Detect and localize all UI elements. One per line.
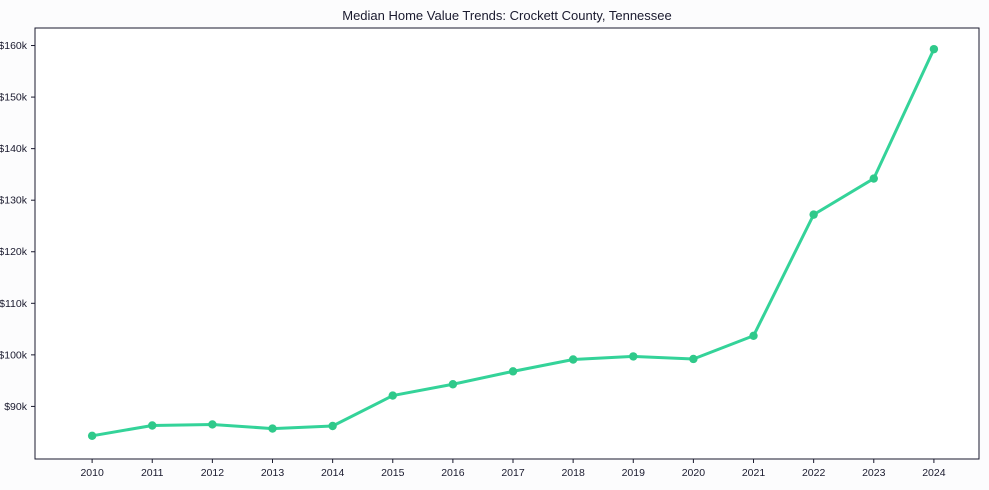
y-tick-label: $110k bbox=[0, 298, 28, 310]
x-tick-label: 2018 bbox=[561, 467, 585, 479]
y-tick-label: $160k bbox=[0, 40, 28, 52]
data-point-marker bbox=[388, 391, 397, 400]
data-point-marker bbox=[629, 352, 638, 361]
x-tick-label: 2015 bbox=[381, 467, 405, 479]
chart-title: Median Home Value Trends: Crockett Count… bbox=[342, 8, 672, 23]
data-series bbox=[87, 44, 939, 441]
x-tick-label: 2021 bbox=[742, 467, 766, 479]
y-tick-label: $100k bbox=[0, 349, 28, 361]
data-point-marker bbox=[689, 354, 698, 364]
x-tick-label: 2019 bbox=[622, 467, 646, 479]
data-point-marker bbox=[148, 421, 157, 430]
y-tick-label: $140k bbox=[0, 143, 28, 155]
x-tick-label: 2016 bbox=[441, 467, 465, 479]
x-tick-label: 2022 bbox=[802, 467, 826, 479]
data-point-marker bbox=[448, 380, 458, 389]
x-tick-label: 2011 bbox=[141, 467, 164, 479]
x-tick-label: 2014 bbox=[321, 467, 345, 479]
data-point-marker bbox=[208, 420, 217, 429]
data-point-marker bbox=[749, 331, 758, 340]
data-point-marker bbox=[929, 44, 939, 54]
x-tick-label: 2017 bbox=[501, 467, 525, 479]
x-tick-label: 2023 bbox=[862, 467, 886, 479]
data-point-marker bbox=[869, 174, 878, 183]
x-tick-label: 2010 bbox=[80, 467, 104, 479]
x-tick-label: 2020 bbox=[682, 467, 706, 479]
data-point-marker bbox=[328, 421, 337, 431]
y-tick-label: $120k bbox=[0, 246, 28, 258]
plot-area bbox=[34, 27, 980, 460]
data-point-marker bbox=[809, 210, 818, 219]
y-tick-label: $150k bbox=[0, 92, 28, 104]
y-tick-label: $90k bbox=[4, 401, 28, 413]
axis-ticks: 2010 2011 2012 2013 2014 2015 2016 2017 2018 2019… bbox=[0, 40, 946, 479]
x-tick-label: 2024 bbox=[922, 467, 946, 479]
x-tick-label: 2013 bbox=[261, 467, 285, 479]
x-tick-label: 2012 bbox=[201, 467, 225, 479]
y-tick-label: $130k bbox=[0, 195, 28, 207]
data-point-marker bbox=[568, 355, 578, 364]
data-point-marker bbox=[268, 424, 277, 433]
data-point-marker bbox=[87, 431, 97, 441]
data-point-marker bbox=[508, 367, 518, 376]
